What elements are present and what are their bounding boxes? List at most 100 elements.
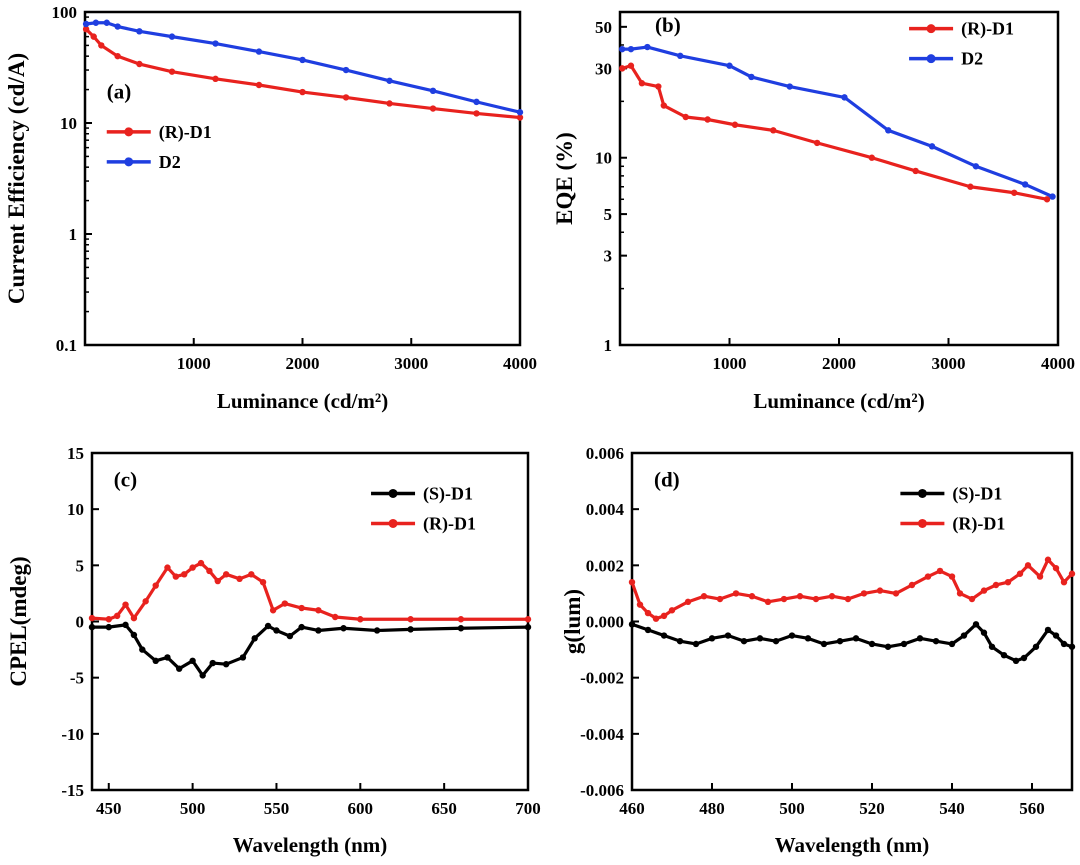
data-point: [189, 657, 196, 665]
data-point: [331, 613, 339, 621]
x-tick-label: 2000: [286, 354, 320, 373]
x-axis-label: Luminance (cd/m²): [217, 389, 388, 413]
x-axis-label: Luminance (cd/m²): [753, 389, 924, 413]
data-point: [516, 109, 524, 116]
data-point: [152, 582, 159, 589]
data-point: [884, 643, 892, 650]
panel-label: (b): [655, 13, 681, 37]
y-axis-label: g(lum): [560, 589, 585, 654]
data-point: [197, 559, 205, 567]
data-point: [122, 601, 129, 608]
data-point: [299, 88, 306, 96]
data-point: [473, 98, 480, 106]
y-tick-label: 1: [604, 336, 613, 355]
data-point: [928, 143, 936, 150]
y-tick-label: -0.002: [580, 669, 624, 688]
data-point: [844, 595, 852, 603]
data-point: [628, 578, 636, 586]
data-point: [168, 68, 176, 75]
data-point: [1004, 578, 1012, 586]
data-point: [273, 627, 280, 634]
legend-label: (S)-D1: [423, 483, 473, 504]
series-line-1: [621, 64, 1048, 201]
legend-label: (R)-D1: [423, 513, 476, 534]
data-point: [152, 657, 159, 665]
data-point: [429, 87, 437, 95]
data-point: [655, 83, 662, 90]
plot-frame: [618, 10, 1060, 347]
data-point: [1060, 578, 1068, 586]
data-point: [259, 578, 267, 586]
data-point: [429, 105, 437, 112]
data-point: [136, 28, 143, 35]
x-tick-label: 540: [939, 799, 965, 818]
y-tick-label: 30: [595, 59, 612, 78]
data-point: [804, 635, 812, 642]
legend-label: (R)-D1: [952, 513, 1005, 534]
data-point: [176, 665, 183, 672]
legend-label: (R)-D1: [159, 122, 212, 143]
data-point: [1032, 643, 1040, 650]
data-point: [248, 571, 255, 578]
x-tick-label: 450: [96, 799, 122, 818]
data-point: [105, 623, 112, 631]
data-point: [105, 616, 112, 623]
y-axis-label: EQE (%): [552, 132, 577, 225]
y-tick-label: 0: [76, 613, 85, 632]
data-point: [103, 19, 110, 26]
x-tick-label: 1000: [177, 354, 211, 373]
data-point: [168, 33, 176, 40]
data-point: [885, 127, 892, 134]
y-tick-label: 100: [52, 3, 78, 22]
data-point: [796, 593, 804, 600]
data-point: [820, 640, 828, 648]
y-tick-label: -5: [70, 669, 84, 688]
legend-marker: [926, 54, 936, 64]
data-point: [740, 637, 748, 645]
data-point: [868, 154, 876, 161]
data-point: [980, 587, 988, 594]
data-point: [644, 43, 651, 51]
data-point: [251, 635, 258, 642]
data-point: [114, 23, 121, 30]
data-point: [92, 19, 100, 26]
data-point: [357, 616, 364, 623]
data-point: [924, 573, 932, 580]
data-point: [524, 616, 532, 623]
data-point: [836, 637, 844, 645]
data-point: [972, 163, 980, 170]
y-tick-label: 10: [60, 114, 77, 133]
x-axis-label: Wavelength (nm): [233, 833, 388, 857]
y-tick-label: -15: [61, 781, 84, 800]
data-point: [692, 640, 700, 648]
data-point: [770, 127, 777, 134]
x-tick-label: 520: [859, 799, 885, 818]
data-point: [98, 42, 105, 49]
data-point: [206, 567, 213, 575]
data-point: [342, 66, 350, 74]
data-point: [407, 626, 414, 633]
legend-marker: [388, 488, 398, 498]
data-point: [88, 623, 96, 631]
data-point: [644, 609, 652, 617]
data-point: [222, 660, 230, 668]
panel-label: (d): [654, 468, 680, 492]
data-point: [281, 600, 289, 607]
data-point: [239, 654, 247, 661]
data-point: [255, 81, 263, 89]
x-tick-label: 600: [348, 799, 374, 818]
legend-marker: [124, 127, 134, 137]
data-point: [199, 672, 206, 679]
data-point: [828, 593, 836, 600]
y-axis-label: Current Efficiency (cd/A): [4, 53, 29, 304]
data-point: [264, 622, 272, 630]
data-point: [988, 643, 996, 650]
chart-panel-2: 1000 2000 3000 4000 1 3 5 10 30 50 Luminance (cd/m…: [552, 10, 1075, 413]
data-point: [876, 587, 884, 594]
x-tick-label: 4000: [503, 354, 537, 373]
data-point: [724, 632, 732, 639]
legend-marker: [917, 518, 927, 528]
data-point: [88, 614, 96, 622]
data-point: [524, 623, 532, 631]
data-point: [1068, 570, 1076, 577]
